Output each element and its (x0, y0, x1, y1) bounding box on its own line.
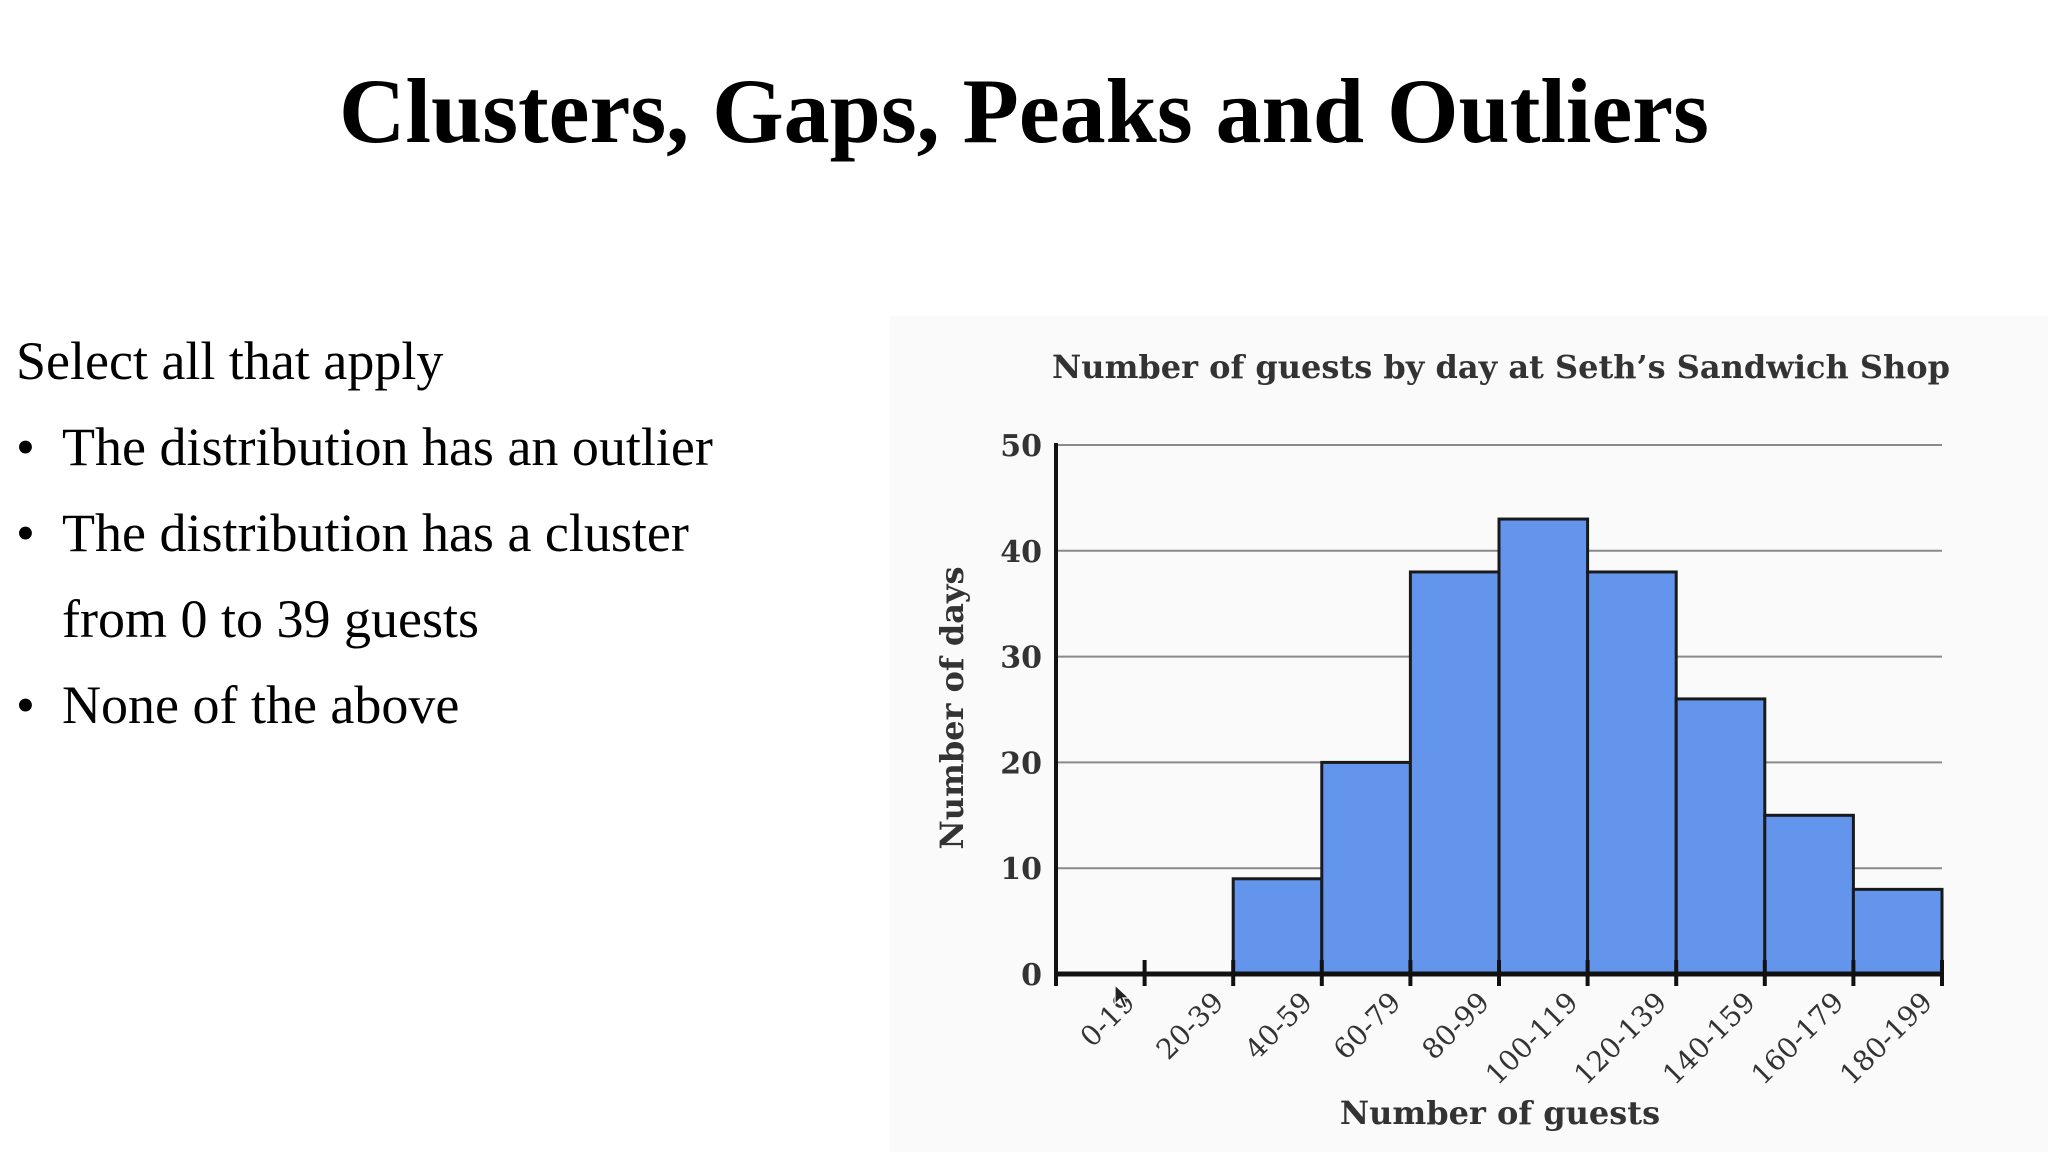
axis-layer (1054, 443, 1944, 986)
x-tick-label: 180-199 (1833, 986, 1939, 1092)
y-tick-label: 40 (1000, 535, 1042, 570)
x-tick-label: 120-139 (1568, 986, 1674, 1092)
x-axis-title: Number of guests (1340, 1094, 1660, 1132)
y-tick-label: 0 (1021, 958, 1042, 993)
histogram-bar (1763, 813, 1855, 976)
x-tick-label: 140-159 (1656, 986, 1762, 1092)
histogram-chart: 0 10 20 30 40 50 0-19 20-39 40-59 60-79 80-99100-1… (933, 348, 1950, 1132)
y-tick-label: 30 (1000, 641, 1042, 676)
slide-title: Clusters, Gaps, Peaks and Outliers (339, 60, 1709, 162)
mouse-cursor-icon (1114, 984, 1131, 1009)
chart-title: Number of guests by day at Seth’s Sandwi… (1052, 348, 1950, 386)
histogram-bar (1586, 570, 1678, 976)
option-label: The distribution has a cluster from 0 to… (62, 503, 689, 649)
y-axis-title: Number of days (933, 566, 971, 849)
histogram-bar (1408, 570, 1501, 976)
option-label: None of the above (62, 675, 460, 735)
bullet: • (16, 503, 35, 563)
histogram-bar (1231, 877, 1324, 976)
bar-layer (1231, 517, 1944, 976)
option-outlier[interactable]: • The distribution has an outlier (16, 404, 814, 490)
histogram-bar (1497, 517, 1590, 976)
question-block: Select all that apply • The distribution… (16, 318, 814, 748)
chart-panel: 0 10 20 30 40 50 0-19 20-39 40-59 60-79 80-99 100-1… (890, 316, 2048, 1152)
histogram-bar (1851, 887, 1944, 976)
bullet: • (16, 417, 35, 477)
x-tick-label: 20-39 (1150, 986, 1230, 1066)
x-tick-label: 60-79 (1327, 986, 1407, 1066)
x-tick-label: 80-99 (1416, 986, 1496, 1066)
x-tick-label: 0-19 (1074, 986, 1142, 1054)
y-tick-label: 50 (1000, 429, 1042, 464)
y-tick-label: 10 (1000, 852, 1042, 887)
question-prompt: Select all that apply (16, 331, 444, 391)
x-tick-label: 100-119 (1479, 986, 1585, 1092)
x-tick-label: 160-179 (1745, 986, 1851, 1092)
bullet: • (16, 675, 35, 735)
y-tick-label: 20 (1000, 746, 1042, 781)
x-tick-label: 40-59 (1238, 986, 1318, 1066)
options-list: • The distribution has an outlier • The … (16, 404, 814, 748)
option-cluster[interactable]: • The distribution has a cluster from 0 … (16, 490, 814, 662)
histogram-bar (1674, 697, 1767, 976)
histogram-bar (1320, 760, 1412, 976)
option-label: The distribution has an outlier (62, 417, 713, 477)
option-none[interactable]: • None of the above (16, 662, 814, 748)
